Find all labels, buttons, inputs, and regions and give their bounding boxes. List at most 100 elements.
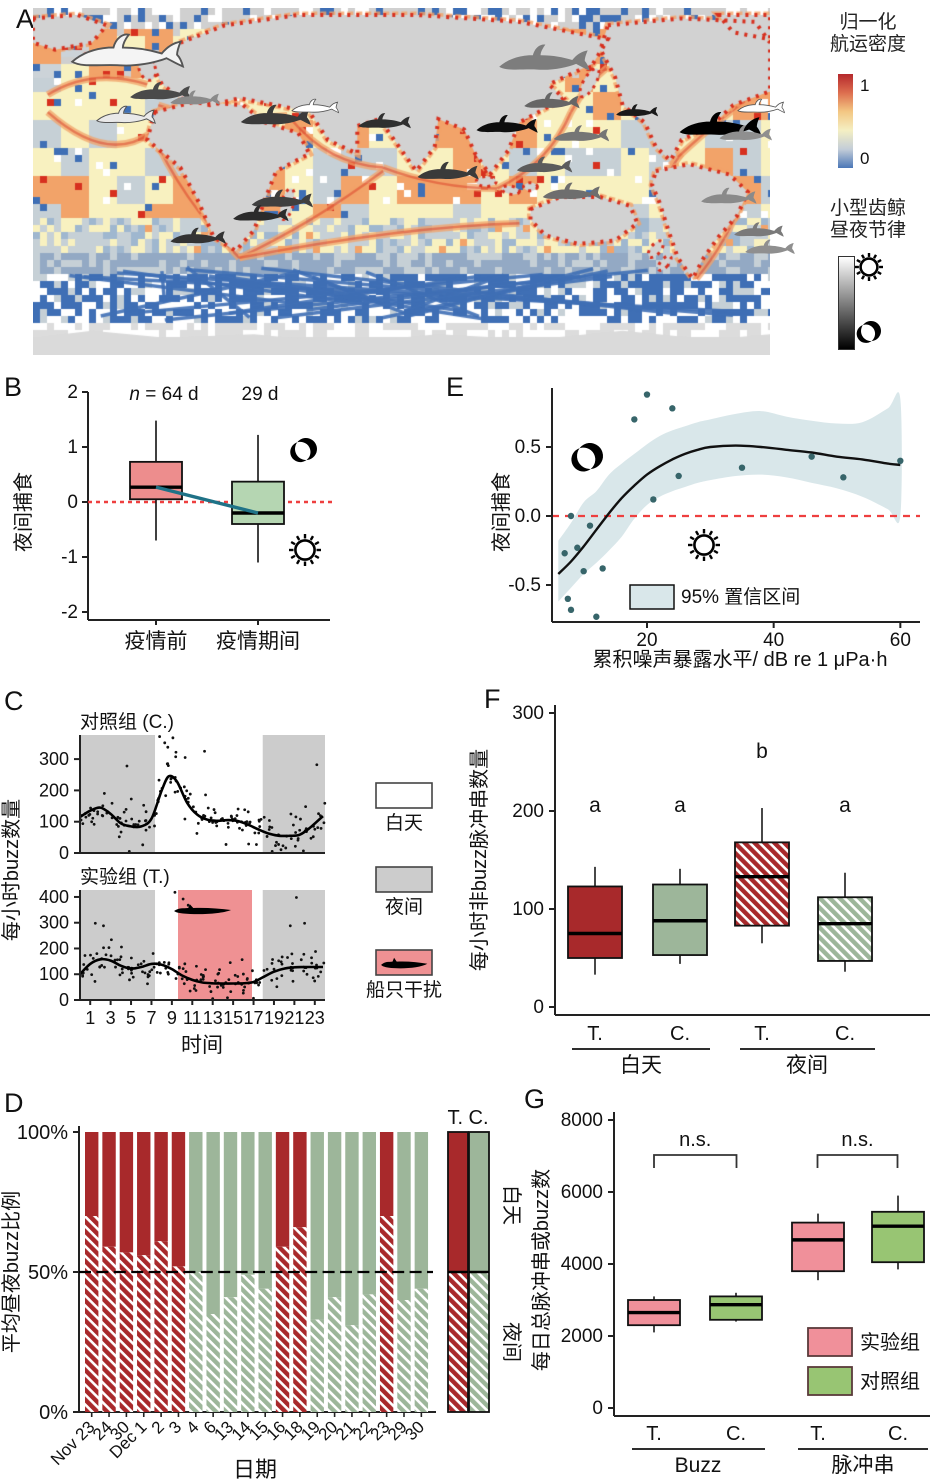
d-day-segment (258, 1132, 272, 1289)
density-legend-title-line1: 归一化 (839, 12, 897, 33)
b-ytick: 1 (67, 437, 78, 458)
c-ylabel: 每小时buzz数量 (0, 799, 23, 941)
whale-silhouettes-overlay (70, 33, 795, 255)
b-ytick: 0 (67, 492, 78, 513)
d-xlabel: 日期 (233, 1457, 277, 1482)
c-night-shading (262, 735, 325, 853)
d-summary-night (469, 1272, 489, 1412)
c-ytick: 100 (39, 812, 69, 832)
dolphin-silhouette (251, 189, 313, 208)
moon-icon (856, 321, 881, 343)
sun-icon (855, 253, 883, 281)
c-smooth-curve (79, 957, 323, 985)
c-subplot-title: 对照组 (C.) (80, 711, 174, 733)
c-ytick: 300 (39, 749, 69, 769)
d-day-segment (189, 1132, 203, 1272)
d-day-segment (345, 1132, 359, 1326)
d-ylabel: 平均昼夜buzz比例 (0, 1191, 23, 1353)
f-ylabel: 每小时非buzz脉冲串数量 (468, 749, 491, 971)
b-ytick: -1 (61, 547, 78, 568)
density-legend-title-line2: 航运密度 (829, 34, 906, 56)
c-xtick: 5 (126, 1008, 136, 1028)
d-day-segment (362, 1132, 376, 1295)
c-legend-label: 白天 (385, 812, 423, 834)
d-night-segment (85, 1216, 99, 1412)
panel-letter-b: B (4, 372, 23, 402)
e-data-point (586, 522, 594, 529)
g-ns-label: n.s. (841, 1129, 873, 1151)
g-ylabel: 每日总脉冲串或buzz数 (530, 1169, 553, 1371)
boat-icon (174, 904, 232, 915)
c-night-shading (80, 735, 156, 853)
dolphin-silhouette (524, 92, 580, 109)
e-data-point (564, 595, 572, 602)
shipping-density-map (33, 8, 770, 355)
c-xtick: 21 (284, 1008, 304, 1028)
dolphin-silhouette (291, 98, 340, 114)
e-data-point (561, 550, 568, 557)
d-ytick: 0% (39, 1402, 68, 1424)
c-xtick: 23 (305, 1008, 325, 1028)
e-ytick: 0.5 (515, 437, 541, 458)
e-data-point (593, 613, 600, 620)
c-legend-swatch (375, 866, 433, 893)
d-night-segment (327, 1297, 342, 1412)
d-night-segment (379, 1216, 394, 1412)
d-day-segment (293, 1132, 307, 1228)
c-xtick: 19 (264, 1008, 284, 1028)
e-data-point (599, 565, 606, 572)
boat-icon (381, 957, 428, 969)
dolphin-silhouette (170, 90, 220, 105)
d-night-segment (345, 1325, 359, 1412)
e-ytick: 0.0 (515, 506, 541, 527)
dolphin-silhouette (745, 239, 795, 255)
dolphin-silhouette (542, 182, 602, 200)
c-xtick: 11 (183, 1008, 202, 1028)
c-ytick: 200 (39, 780, 69, 800)
d-night-label: 夜间 (500, 1322, 523, 1362)
b-ytick: -2 (61, 602, 78, 623)
g-legend-swatch (807, 1327, 853, 1357)
dolphin-silhouette (616, 104, 659, 117)
g-group-label: 脉冲串 (832, 1454, 895, 1477)
d-summary-header: T. C. (447, 1107, 488, 1129)
c-ytick: 0 (59, 843, 69, 863)
e-data-point (580, 568, 587, 575)
d-day-segment (206, 1132, 220, 1314)
dolphin-silhouette (130, 82, 192, 100)
d-date-label: 2 (148, 1417, 168, 1437)
sun-icon (855, 253, 883, 281)
e-legend-swatch (629, 584, 675, 610)
d-day-segment (397, 1132, 411, 1300)
d-date-label: 3 (165, 1417, 185, 1437)
f-significance-letter: a (589, 794, 601, 817)
d-day-segment (414, 1132, 429, 1289)
e-data-point (643, 391, 651, 398)
f-xtick: C. (670, 1023, 690, 1045)
b-ylabel: 夜间捕食 (12, 472, 35, 552)
g-ytick: 2000 (561, 1326, 603, 1347)
d-night-segment (258, 1288, 272, 1412)
density-colorbar-min: 0 (860, 149, 870, 168)
d-night-segment (241, 1274, 255, 1412)
c-ytick: 300 (39, 913, 69, 933)
g-legend-label: 对照组 (860, 1370, 920, 1393)
f-ytick: 200 (512, 801, 544, 822)
c-xtick: 3 (106, 1008, 116, 1028)
rhythm-legend-title: 小型齿鲸 昼夜节律 (788, 198, 940, 243)
d-night-segment (102, 1246, 116, 1412)
e-xtick: 20 (636, 630, 657, 651)
c-xtick: 17 (244, 1008, 264, 1028)
g-xtick: C. (726, 1423, 746, 1445)
d-day-segment (171, 1132, 186, 1267)
panel-letter-f: F (484, 684, 501, 714)
g-legend-swatch (807, 1366, 853, 1396)
d-night-segment (397, 1300, 411, 1412)
density-legend-title: 归一化 航运密度 (788, 12, 940, 57)
panel-letter-d: D (4, 1088, 24, 1118)
e-xtick: 40 (763, 630, 784, 651)
dolphin-silhouette (170, 227, 226, 244)
b-box (231, 480, 285, 525)
f-xtick: T. (587, 1023, 603, 1045)
